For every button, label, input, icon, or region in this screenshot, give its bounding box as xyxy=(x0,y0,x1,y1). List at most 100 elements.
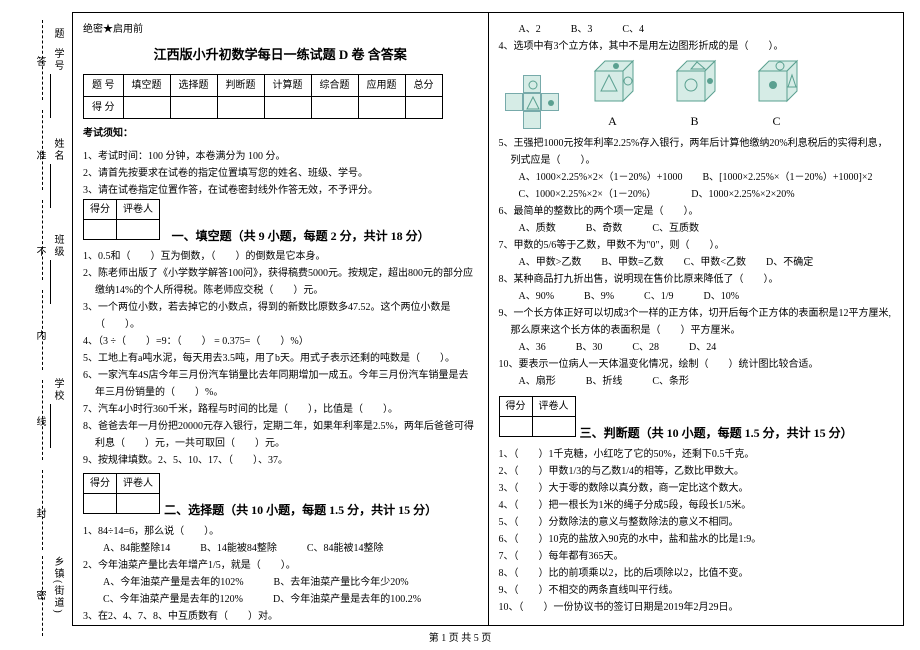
section-2-title: 二、选择题（共 10 小题，每题 1.5 分，共计 15 分） xyxy=(163,500,439,520)
label-xingming: 姓名 xyxy=(50,138,65,162)
cell xyxy=(499,417,532,437)
options: A、2 B、3 C、4 xyxy=(499,21,894,38)
notice-line: 3、请在试卷指定位置作答，在试卷密封线外作答无效，不予评分。 xyxy=(83,182,478,199)
underline xyxy=(50,74,51,118)
question: 6、一家汽车4S店今年三月份汽车销量比去年同期增加一成五。今年三月份汽车销量是去… xyxy=(83,367,478,401)
scorer-box: 得分评卷人 xyxy=(83,199,160,240)
options: C、1000×2.25%×2×（1－20%） D、1000×2.25%×2×20… xyxy=(499,186,894,203)
question: 1、84÷14=6，那么说（ ）。 xyxy=(83,523,478,540)
cell xyxy=(117,220,160,240)
question: 8、（ ）比的前项乘以2，比的后项除以2，比值不变。 xyxy=(499,565,894,582)
question: 1、0.5和（ ）互为倒数，（ ）的倒数是它本身。 xyxy=(83,248,478,265)
score-table: 题 号 填空题 选择题 判断题 计算题 综合题 应用题 总分 得 分 xyxy=(83,74,443,119)
cell xyxy=(84,494,117,514)
cell xyxy=(123,97,170,119)
question: 10、要表示一位病人一天体温变化情况，绘制（ ）统计图比较合适。 xyxy=(499,356,894,373)
cube-label: B xyxy=(663,111,727,131)
dash xyxy=(42,20,43,100)
cell: 得分 xyxy=(84,200,117,220)
notice-line: 2、请首先按要求在试卷的指定位置填写您的姓名、班级、学号。 xyxy=(83,165,478,182)
left-column: 绝密★启用前 江西版小升初数学每日一练试题 D 卷 含答案 题 号 填空题 选择… xyxy=(73,13,488,625)
label-ti: 题 xyxy=(50,28,65,46)
underline xyxy=(50,260,51,304)
question: 10、（ ）一份协议书的签订日期是2019年2月29日。 xyxy=(499,599,894,616)
cell xyxy=(117,494,160,514)
label-bu: 不 xyxy=(32,246,47,260)
th: 选择题 xyxy=(170,75,217,97)
th: 判断题 xyxy=(217,75,264,97)
dash xyxy=(42,556,43,636)
dash xyxy=(42,110,43,190)
cube-b-icon: B xyxy=(663,57,727,131)
question: 8、爸爸去年一月份把20000元存入银行，定期二年，如果年利率是2.5%，两年后… xyxy=(83,418,478,452)
cube-label: A xyxy=(581,111,645,131)
th: 应用题 xyxy=(358,75,405,97)
dash xyxy=(42,470,43,550)
th: 综合题 xyxy=(311,75,358,97)
question: 5、工地上有a吨水泥，每天用去3.5吨，用了b天。用式子表示还剩的吨数是（ ）。 xyxy=(83,350,478,367)
notice-title: 考试须知： xyxy=(83,125,478,142)
binding-margin: 学号 答 题 姓名 准 班级 不 内 学校 线 封 乡镇(街道) 密 xyxy=(8,0,68,650)
table-row: 得 分 xyxy=(84,97,443,119)
cell xyxy=(532,417,575,437)
label-xuehao: 学号 xyxy=(50,48,65,72)
th: 填空题 xyxy=(123,75,170,97)
label-nei: 内 xyxy=(32,330,47,344)
question: 3、（ ）大于零的数除以真分数，商一定比这个数大。 xyxy=(499,480,894,497)
th: 计算题 xyxy=(264,75,311,97)
confidential-label: 绝密★启用前 xyxy=(83,21,478,38)
label-xiangzhen: 乡镇(街道) xyxy=(50,556,65,615)
options: A、36 B、30 C、28 D、24 xyxy=(499,339,894,356)
question: 2、陈老师出版了《小学数学解答100问》，获得稿费5000元。按规定，超出800… xyxy=(83,265,478,299)
options: A、84能整除14 B、14能被84整除 C、84能被14整除 xyxy=(83,540,478,557)
dash xyxy=(42,200,43,280)
cell xyxy=(84,220,117,240)
question: 5、（ ）分数除法的意义与整数除法的意义不相同。 xyxy=(499,514,894,531)
options: A、质数 B、奇数 C、互质数 xyxy=(499,220,894,237)
th: 总分 xyxy=(405,75,442,97)
cell xyxy=(311,97,358,119)
right-column: A、2 B、3 C、4 4、选项中有3个立方体，其中不是用左边图形折成的是（ ）… xyxy=(489,13,904,625)
cell xyxy=(217,97,264,119)
question: 3、在2、4、7、8、中互质数有（ ）对。 xyxy=(83,608,478,625)
question: 3、一个两位小数，若去掉它的小数点，得到的新数比原数多47.52。这个两位小数是… xyxy=(83,299,478,333)
scorer-box: 得分评卷人 xyxy=(83,473,160,514)
cell xyxy=(358,97,405,119)
page-title: 江西版小升初数学每日一练试题 D 卷 含答案 xyxy=(83,44,478,66)
label-xuexiao: 学校 xyxy=(50,378,65,402)
dash xyxy=(42,290,43,370)
label-mi: 密 xyxy=(32,590,47,604)
question: 9、（ ）不相交的两条直线叫平行线。 xyxy=(499,582,894,599)
cube-net-icon xyxy=(503,75,563,131)
cell xyxy=(264,97,311,119)
options: A、1000×2.25%×2×（1－20%）+1000 B、[1000×2.25… xyxy=(499,169,894,186)
question: 6、最简单的整数比的两个项一定是（ ）。 xyxy=(499,203,894,220)
label-feng: 封 xyxy=(32,508,47,522)
cell: 得分 xyxy=(499,397,532,417)
question: 4、（ ）把一根长为1米的绳子分成5段，每段长1/5米。 xyxy=(499,497,894,514)
options: A、扇形 B、折线 C、条形 xyxy=(499,373,894,390)
scorer-box: 得分评卷人 xyxy=(499,396,576,437)
th: 题 号 xyxy=(84,75,124,97)
page-footer: 第 1 页 共 5 页 xyxy=(0,629,920,644)
cube-c-icon: C xyxy=(745,57,809,131)
cell: 得分 xyxy=(84,474,117,494)
underline xyxy=(50,404,51,448)
question: 7、（ ）每年都有365天。 xyxy=(499,548,894,565)
cell: 评卷人 xyxy=(532,397,575,417)
label-xian: 线 xyxy=(32,416,47,430)
table-row: 题 号 填空题 选择题 判断题 计算题 综合题 应用题 总分 xyxy=(84,75,443,97)
question: 9、一个长方体正好可以切成3个一样的正方体，切开后每个正方体的表面积是12平方厘… xyxy=(499,305,894,339)
underline xyxy=(50,164,51,208)
question: 8、某种商品打九折出售，说明现在售价比原来降低了（ ）。 xyxy=(499,271,894,288)
cube-figure: A B xyxy=(499,57,894,131)
options: A、今年油菜产量是去年的102% B、去年油菜产量比今年少20% xyxy=(83,574,478,591)
label-banji: 班级 xyxy=(50,234,65,258)
question: 7、汽车4小时行360千米，路程与时间的比是（ ），比值是（ ）。 xyxy=(83,401,478,418)
options: A、甲数>乙数 B、甲数=乙数 C、甲数<乙数 D、不确定 xyxy=(499,254,894,271)
dash xyxy=(42,380,43,460)
row-label: 得 分 xyxy=(84,97,124,119)
question: 4、（3 ÷（ ）=9：（ ） = 0.375=（ ）%） xyxy=(83,333,478,350)
question: 1、（ ）1千克糖，小红吃了它的50%，还剩下0.5千克。 xyxy=(499,446,894,463)
page: 学号 答 题 姓名 准 班级 不 内 学校 线 封 乡镇(街道) 密 绝密★启用… xyxy=(0,0,920,650)
